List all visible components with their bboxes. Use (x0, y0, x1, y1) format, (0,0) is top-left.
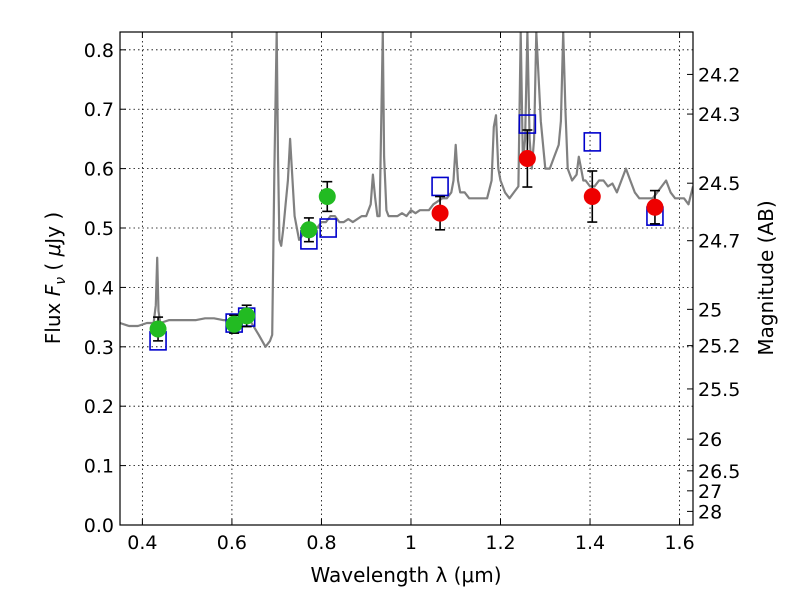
model-photometry-square (319, 218, 337, 238)
y-axis-label-left: Flux Fν ( μJy ) (41, 212, 69, 344)
optical-point (225, 315, 243, 333)
x-tick-label: 1.4 (575, 532, 605, 554)
ticks: 0.4 0.6 0.8 1 1.2 1.4 1.6 0.0 0.1 0.2 0.3 0.4 0.5 0.6… (84, 32, 740, 554)
x-tick-label: 1 (405, 532, 417, 554)
optical-point (300, 221, 318, 239)
mag-tick-label: 24.2 (698, 64, 740, 86)
mag-tick-label: 25.2 (698, 336, 740, 358)
grid (120, 32, 693, 526)
model-photometry-square (583, 132, 602, 152)
y-tick-label: 0.8 (84, 40, 114, 62)
mag-tick-label: 24.7 (698, 231, 740, 253)
nir-point (431, 204, 449, 222)
y-tick-label: 0.7 (84, 99, 114, 121)
x-tick-label: 0.4 (127, 532, 157, 554)
x-tick-label: 0.8 (306, 532, 336, 554)
mag-tick-label: 25 (698, 299, 722, 321)
optical-point (318, 188, 336, 206)
optical-point (238, 307, 256, 325)
y-tick-label: 0.4 (84, 277, 114, 299)
nir-point (583, 188, 601, 206)
x-axis-label: Wavelength λ (μm) (310, 563, 501, 587)
mag-tick-label: 27 (698, 481, 722, 503)
optical-point (149, 320, 167, 338)
model-spectrum-line (120, 32, 693, 348)
mag-tick-label: 28 (698, 501, 722, 523)
x-tick-label: 0.6 (217, 532, 247, 554)
plot-area (120, 32, 693, 351)
plot-frame (119, 31, 694, 526)
y-tick-label: 0.6 (84, 159, 114, 181)
y-tick-label: 0.2 (84, 396, 114, 418)
mag-tick-label: 25.5 (698, 379, 740, 401)
y-tick-label: 0.1 (84, 456, 114, 478)
mag-tick-label: 26 (698, 429, 722, 451)
y-tick-label: 0.0 (84, 515, 114, 537)
mag-tick-label: 24.3 (698, 104, 740, 126)
mag-tick-label: 26.5 (698, 461, 740, 483)
nir-point (518, 150, 536, 168)
nir-point (646, 198, 664, 216)
y-axis-label-right: Magnitude (AB) (754, 200, 778, 355)
y-tick-label: 0.3 (84, 337, 114, 359)
x-tick-label: 1.6 (664, 532, 694, 554)
model-photometry-square (431, 176, 449, 197)
y-tick-label: 0.5 (84, 218, 114, 240)
x-tick-label: 1.2 (485, 532, 515, 554)
mag-tick-label: 24.5 (698, 173, 740, 195)
